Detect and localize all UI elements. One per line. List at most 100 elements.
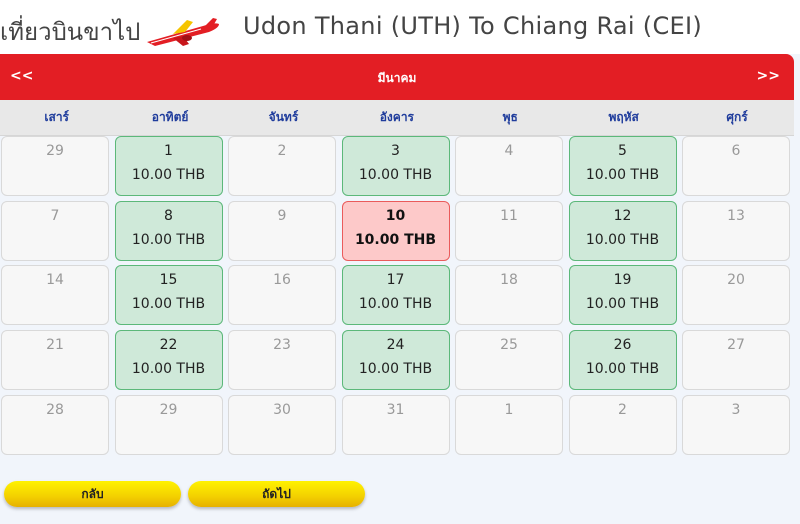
day-number: 6 (731, 143, 741, 159)
day-cell: 2 (228, 136, 336, 196)
day-price: 10.00 THB (358, 167, 433, 183)
weekday-header: เสาร์ อาทิตย์ จันทร์ อังคาร พุธ พฤหัส ศุกร์ (0, 100, 794, 136)
day-number: 21 (46, 337, 64, 353)
back-button[interactable]: กลับ (4, 481, 181, 507)
airplane-icon (147, 18, 219, 46)
day-cell: 13 (682, 201, 790, 261)
day-cell[interactable]: 12 10.00 THB (568, 201, 677, 261)
day-number: 31 (386, 402, 405, 418)
day-cell[interactable]: 17 10.00 THB (341, 265, 450, 325)
day-number: 9 (277, 208, 287, 224)
day-cell: 27 (682, 330, 790, 390)
day-price: 10.00 THB (131, 361, 206, 377)
day-number: 16 (273, 272, 291, 288)
day-number: 27 (727, 337, 745, 353)
weekday-2: จันทร์ (268, 110, 299, 124)
day-number: 10 (385, 208, 406, 224)
route-title: Udon Thani (UTH) To Chiang Rai (CEI) (243, 12, 703, 40)
day-cell: 4 (455, 136, 563, 196)
day-cell: 18 (455, 265, 563, 325)
day-price: 10.00 THB (131, 167, 206, 183)
day-cell: 29 (114, 395, 223, 455)
weekday-3: อังคาร (379, 110, 414, 124)
day-cell[interactable]: 22 10.00 THB (114, 330, 223, 390)
day-number: 23 (273, 337, 291, 353)
day-number: 28 (46, 402, 64, 418)
weekday-0: เสาร์ (44, 110, 69, 124)
next-month-button[interactable]: >> (756, 68, 780, 84)
day-cell: 28 (1, 395, 109, 455)
day-cell: 2 (568, 395, 677, 455)
day-price: 10.00 THB (354, 232, 437, 248)
weekday-1: อาทิตย์ (151, 110, 189, 124)
day-price: 10.00 THB (585, 167, 660, 183)
day-cell[interactable]: 24 10.00 THB (341, 330, 450, 390)
weekday-6: ศุกร์ (726, 110, 748, 124)
day-price: 10.00 THB (585, 296, 660, 312)
day-cell: 25 (455, 330, 563, 390)
day-number: 5 (618, 143, 627, 159)
day-number: 13 (727, 208, 745, 224)
day-cell: 14 (1, 265, 109, 325)
day-price: 10.00 THB (131, 232, 206, 248)
day-price: 10.00 THB (358, 296, 433, 312)
day-number: 30 (273, 402, 291, 418)
day-number: 29 (46, 143, 64, 159)
page-header: เที่ยวบินขาไป Udon Thani (UTH) To Chiang… (0, 0, 800, 54)
day-number: 2 (277, 143, 287, 159)
day-cell[interactable]: 8 10.00 THB (114, 201, 223, 261)
day-cell[interactable]: 19 10.00 THB (568, 265, 677, 325)
day-number: 19 (613, 272, 632, 288)
day-number: 7 (50, 208, 60, 224)
day-number: 2 (618, 402, 627, 418)
day-cell[interactable]: 26 10.00 THB (568, 330, 677, 390)
prev-month-button[interactable]: << (10, 68, 34, 84)
day-price: 10.00 THB (131, 296, 206, 312)
day-cell: 20 (682, 265, 790, 325)
day-cell: 21 (1, 330, 109, 390)
trip-label: เที่ยวบินขาไป (0, 18, 141, 46)
day-number: 22 (159, 337, 178, 353)
day-cell: 30 (228, 395, 336, 455)
day-number: 18 (500, 272, 518, 288)
day-number: 1 (504, 402, 514, 418)
day-cell: 31 (341, 395, 450, 455)
day-number: 14 (46, 272, 64, 288)
day-cell[interactable]: 1 10.00 THB (114, 136, 223, 196)
weekday-4: พุธ (502, 110, 518, 124)
day-number: 15 (159, 272, 178, 288)
day-price: 10.00 THB (358, 361, 433, 377)
day-number: 25 (500, 337, 518, 353)
day-number: 3 (731, 402, 741, 418)
day-cell: 29 (1, 136, 109, 196)
day-number: 29 (159, 402, 178, 418)
month-label: มีนาคม (377, 71, 417, 85)
weekday-5: พฤหัส (608, 110, 639, 124)
day-price: 10.00 THB (585, 232, 660, 248)
day-cell: 3 (682, 395, 790, 455)
day-cell: 23 (228, 330, 336, 390)
day-number: 26 (613, 337, 632, 353)
month-navigation: << มีนาคม >> (0, 54, 794, 100)
day-number: 4 (504, 143, 514, 159)
day-number: 3 (391, 143, 400, 159)
day-number: 17 (386, 272, 405, 288)
day-number: 11 (500, 208, 518, 224)
day-cell[interactable]: 3 10.00 THB (341, 136, 450, 196)
day-cell-selected[interactable]: 10 10.00 THB (341, 201, 450, 261)
day-cell: 7 (1, 201, 109, 261)
day-number: 12 (613, 208, 632, 224)
day-cell: 1 (455, 395, 563, 455)
day-price: 10.00 THB (585, 361, 660, 377)
day-cell: 16 (228, 265, 336, 325)
day-number: 24 (386, 337, 405, 353)
day-number: 1 (164, 143, 173, 159)
day-cell[interactable]: 5 10.00 THB (568, 136, 677, 196)
day-cell: 9 (228, 201, 336, 261)
day-cell: 6 (682, 136, 790, 196)
day-number: 20 (727, 272, 745, 288)
day-cell[interactable]: 15 10.00 THB (114, 265, 223, 325)
day-cell: 11 (455, 201, 563, 261)
day-number: 8 (164, 208, 173, 224)
next-button[interactable]: ถัดไป (188, 481, 365, 507)
